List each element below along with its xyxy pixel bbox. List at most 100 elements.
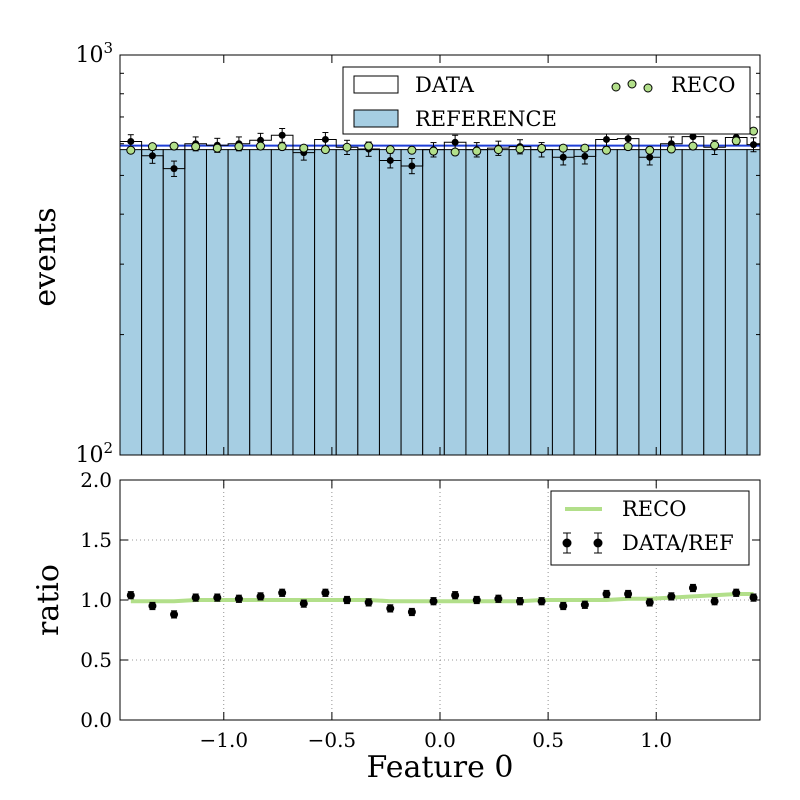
bottom-legend: RECO DATA/REF <box>550 490 750 566</box>
reference-bar <box>746 149 761 456</box>
reference-bar <box>724 149 748 456</box>
ratio-point <box>494 594 503 603</box>
reco-point <box>472 146 482 156</box>
reco-point <box>385 145 395 155</box>
data-point <box>170 165 178 173</box>
reference-bar <box>508 149 532 456</box>
ratio-point <box>559 602 568 610</box>
reco-point <box>710 140 720 150</box>
ratio-point <box>321 588 330 597</box>
reco-point <box>320 145 330 155</box>
reco-point <box>749 126 759 136</box>
reco-point <box>234 142 244 152</box>
legend-marker-data-ref <box>562 532 603 554</box>
reference-bar <box>378 149 402 456</box>
top-ylabel: events <box>28 207 63 306</box>
ratio-point <box>234 594 243 603</box>
data-point <box>602 135 610 143</box>
ratio-point <box>299 599 308 608</box>
reco-point <box>493 145 503 155</box>
data-point <box>408 162 416 170</box>
reco-point <box>666 144 676 154</box>
reference-bar <box>595 149 618 456</box>
ratio-point <box>580 600 589 609</box>
reference-bar <box>335 149 359 456</box>
reference-bar <box>119 149 143 456</box>
reco-point <box>147 142 157 152</box>
reco-point <box>299 143 309 153</box>
legend-label-reco: RECO <box>671 73 735 97</box>
reco-point <box>342 142 352 152</box>
bottom-ytick-label: 1.0 <box>80 588 112 612</box>
reco-point <box>191 142 201 152</box>
ratio-point <box>213 593 222 602</box>
reco-point <box>407 145 417 155</box>
ratio-point <box>386 604 395 613</box>
legend-label-data: DATA <box>415 73 475 97</box>
ratio-point <box>407 608 416 616</box>
reference-bar <box>227 149 251 456</box>
reco-point <box>169 141 179 151</box>
reco-points <box>126 126 759 157</box>
data-point <box>127 137 135 145</box>
reco-point <box>537 143 547 153</box>
data-point <box>581 152 589 160</box>
reco-point <box>364 141 374 151</box>
reference-bar <box>443 149 467 456</box>
top-axis-ticks <box>120 54 760 456</box>
bottom-xtick-label: −0.5 <box>308 728 357 752</box>
reference-bar <box>660 149 683 456</box>
reference-bar <box>551 149 575 456</box>
data-point <box>750 141 758 149</box>
ratio-point <box>191 593 200 602</box>
reference-bar <box>270 149 294 456</box>
data-step-line <box>120 134 760 170</box>
reco-point <box>601 145 611 155</box>
reference-bar <box>357 149 380 456</box>
ratio-data-points <box>126 583 758 619</box>
top-legend: DATA RECO REFERENCE <box>342 66 751 135</box>
xlabel: Feature 0 <box>367 750 514 785</box>
bottom-xtick-label: −1.0 <box>199 728 248 752</box>
bottom-ylabel: ratio <box>31 564 66 636</box>
reco-point <box>256 141 266 151</box>
data-point <box>386 156 394 164</box>
reference-bar <box>314 149 337 456</box>
data-point <box>321 135 329 143</box>
bottom-ytick-labels: 0.0 0.5 1.0 1.5 2.0 <box>80 468 112 732</box>
ratio-point <box>472 596 481 604</box>
ratio-point <box>256 592 265 601</box>
reference-bar <box>681 149 705 456</box>
reco-point <box>429 146 439 156</box>
data-point <box>559 153 567 161</box>
data-point <box>278 131 286 139</box>
reference-bar <box>422 149 445 456</box>
reco-point <box>731 136 741 146</box>
bottom-ytick-label: 1.5 <box>80 528 112 552</box>
reference-bar <box>292 149 316 456</box>
legend-label-data-ref: DATA/REF <box>622 531 734 555</box>
reference-histogram <box>119 144 761 456</box>
reference-bar <box>616 149 640 456</box>
data-point <box>624 135 632 143</box>
reco-point <box>277 142 287 152</box>
bottom-xtick-labels: −1.0 −0.5 0.0 0.5 1.0 <box>199 728 672 752</box>
reco-point <box>623 142 633 152</box>
data-point <box>451 138 459 146</box>
reference-bar <box>249 149 272 456</box>
reference-bar <box>465 149 489 456</box>
reference-bar <box>184 149 207 456</box>
ratio-point <box>710 597 719 606</box>
ratio-point <box>148 602 157 610</box>
reference-bar <box>530 149 553 456</box>
ratio-point <box>278 588 287 597</box>
reference-bar <box>487 149 510 456</box>
data-point <box>148 152 156 160</box>
reco-point <box>645 145 655 155</box>
reco-point <box>515 144 525 154</box>
ratio-point <box>364 598 373 607</box>
reference-bar <box>162 149 186 456</box>
ratio-point <box>170 610 179 619</box>
data-point <box>646 153 654 161</box>
reco-point <box>450 147 460 157</box>
